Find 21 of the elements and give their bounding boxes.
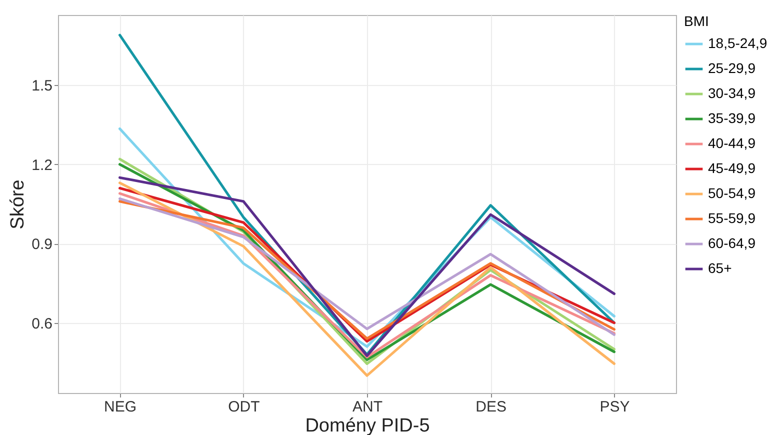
legend-label: 65+ <box>708 260 732 276</box>
legend-title: BMI <box>684 13 709 29</box>
y-tick-label: 0.6 <box>32 315 52 332</box>
legend-label: 40-44,9 <box>708 135 756 151</box>
legend-label: 50-54,9 <box>708 185 756 201</box>
legend-label: 35-39,9 <box>708 110 756 126</box>
legend-label: 45-49,9 <box>708 160 756 176</box>
legend-label: 55-59,9 <box>708 210 756 226</box>
y-axis-title: Skóre <box>8 180 29 230</box>
x-tick-label: PSY <box>600 398 630 416</box>
x-tick-label: ODT <box>228 398 260 416</box>
x-tick-label: NEG <box>104 398 137 416</box>
y-tick-label: 0.9 <box>32 236 52 254</box>
legend-label: 18,5-24,9 <box>708 35 768 51</box>
y-tick-label: 1.5 <box>32 78 52 95</box>
legend-label: 25-29,9 <box>708 60 756 76</box>
x-tick-label: DES <box>476 398 507 416</box>
x-tick-label: ANT <box>352 398 382 416</box>
legend-label: 60-64,9 <box>708 235 756 251</box>
y-tick-label: 1.2 <box>32 156 52 174</box>
legend-label: 30-34,9 <box>708 85 756 101</box>
